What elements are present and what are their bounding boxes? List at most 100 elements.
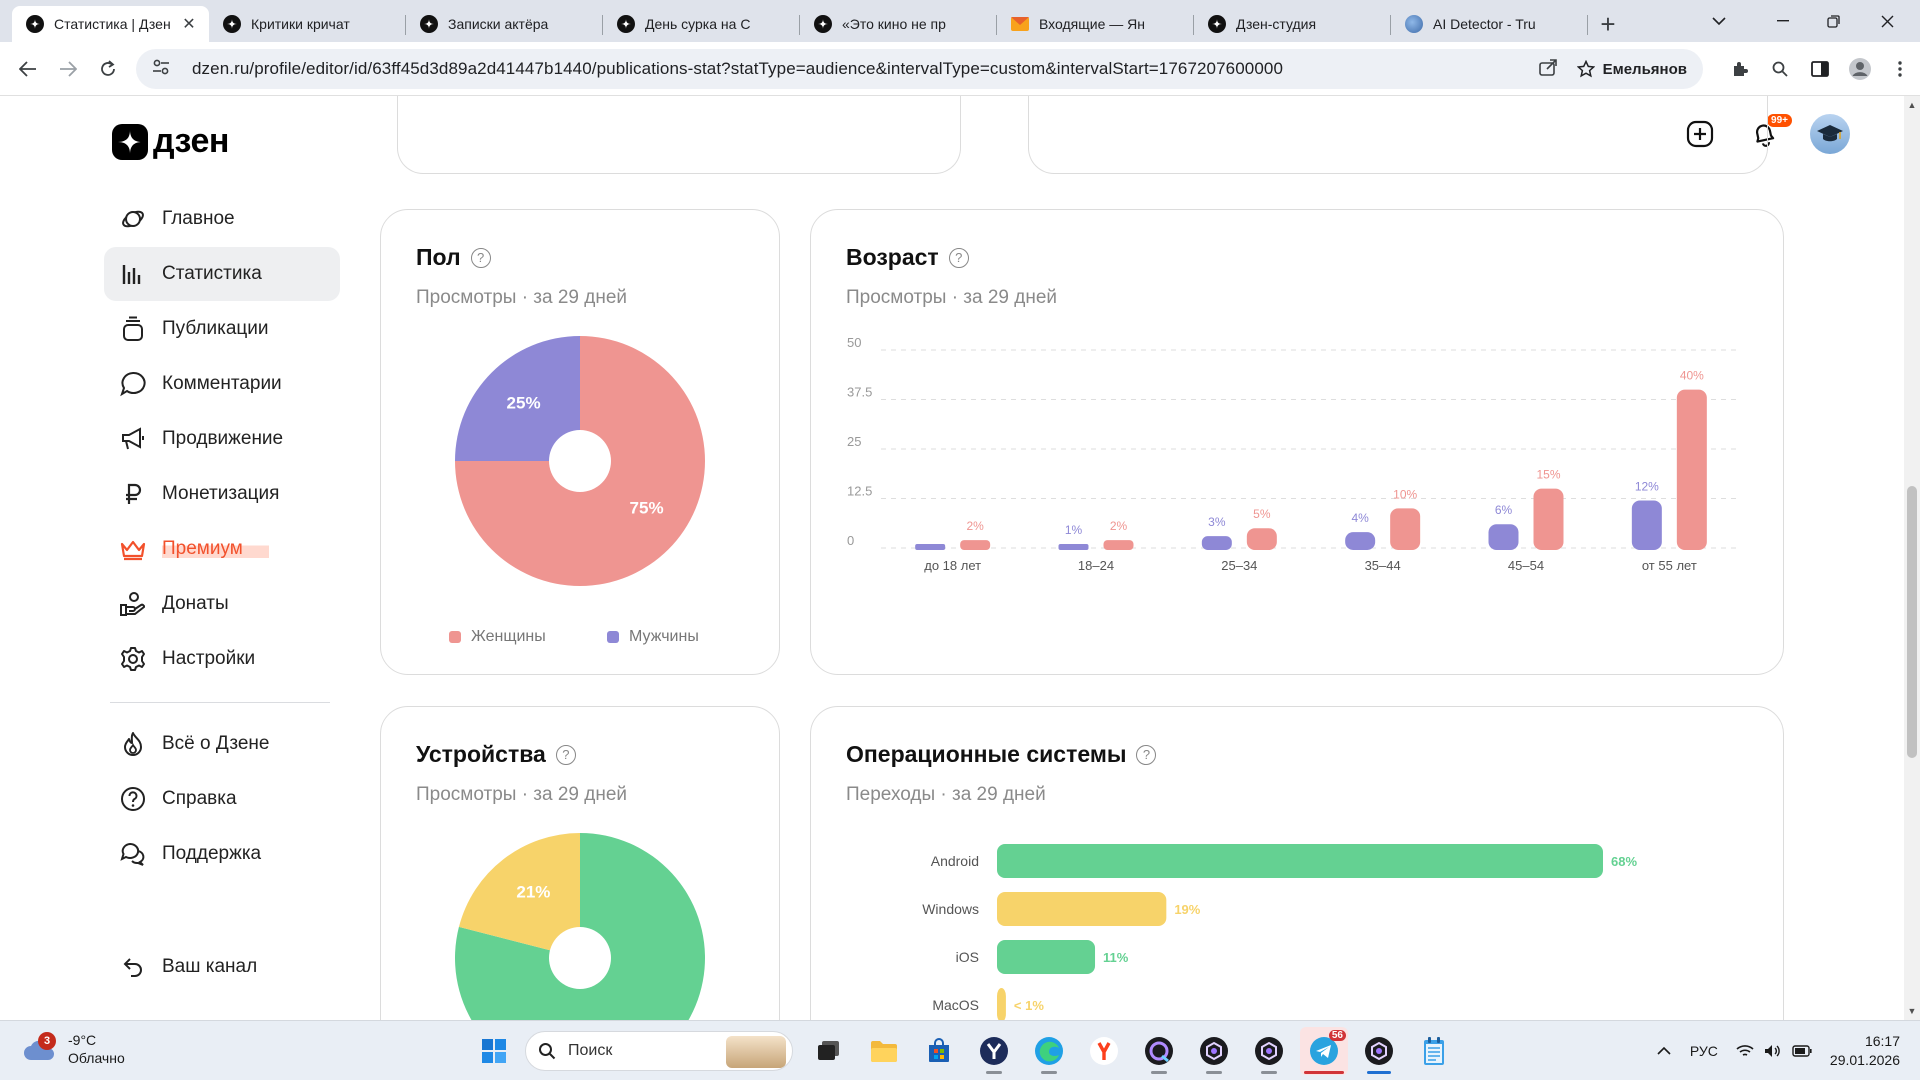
dzen-logo[interactable]: дзен — [112, 122, 229, 161]
back-arrow-icon[interactable] — [8, 49, 48, 89]
language-indicator[interactable]: РУС — [1689, 1043, 1718, 1059]
sidebar-item-help[interactable]: Справка — [104, 772, 340, 826]
reload-icon[interactable] — [88, 49, 128, 89]
start-button[interactable] — [470, 1027, 518, 1075]
taskbar-app-explorer[interactable] — [860, 1027, 908, 1075]
taskbar-app-notepad[interactable] — [1410, 1027, 1458, 1075]
close-window-icon[interactable] — [1864, 0, 1910, 42]
os-bar[interactable] — [997, 940, 1096, 974]
taskbar-app-task-view[interactable] — [805, 1027, 853, 1075]
sidebar-item-ruble[interactable]: Монетизация — [104, 467, 340, 521]
sidebar-item-comment[interactable]: Комментарии — [104, 357, 340, 411]
sidebar-item-flame[interactable]: Всё о Дзене — [104, 717, 340, 771]
age-bar[interactable] — [1390, 508, 1421, 550]
help-icon[interactable]: ? — [555, 744, 576, 765]
browser-tab[interactable]: Критики кричат — [209, 6, 406, 42]
scrollbar-thumb[interactable] — [1907, 486, 1917, 758]
y-tick-label: 25 — [847, 434, 861, 449]
tab-search-icon[interactable] — [1696, 0, 1742, 42]
scroll-down-icon[interactable]: ▼ — [1907, 1006, 1917, 1016]
pie-slice-label: 75% — [630, 499, 664, 518]
share-icon[interactable] — [1538, 58, 1559, 80]
menu-kebab-icon[interactable] — [1880, 49, 1920, 89]
site-settings-icon[interactable] — [152, 59, 174, 79]
help-icon[interactable]: ? — [948, 247, 969, 268]
help-icon[interactable]: ? — [470, 247, 491, 268]
age-bar[interactable] — [1246, 528, 1277, 550]
sidebar-item-label: Поддержка — [162, 843, 262, 864]
notifications-button[interactable]: 99+ — [1746, 114, 1792, 152]
bookmark-profile[interactable]: Емельянов — [1576, 60, 1687, 78]
taskbar-app-yandex-browser[interactable] — [970, 1027, 1018, 1075]
sidebar-item-stack[interactable]: Публикации — [104, 302, 340, 356]
browser-tab[interactable]: День сурка на С — [603, 6, 800, 42]
age-bar[interactable] — [1631, 500, 1662, 550]
sidebar-item-crown[interactable]: Премиум — [104, 522, 340, 576]
sidebar-item-planet[interactable]: Главное — [104, 192, 340, 246]
taskbar-app-chatgpt-1[interactable] — [1190, 1027, 1238, 1075]
minimize-icon[interactable] — [1760, 0, 1806, 42]
sidebar-item-bar-chart[interactable]: Статистика — [104, 247, 340, 301]
side-panel-icon[interactable] — [1800, 49, 1840, 89]
tray-overflow-chevron-icon[interactable] — [1656, 1043, 1672, 1059]
gear-icon — [118, 644, 148, 674]
taskbar-app-chatgpt-3[interactable] — [1355, 1027, 1403, 1075]
sidebar-item-gear[interactable]: Настройки — [104, 632, 340, 686]
age-bar[interactable] — [1058, 544, 1089, 550]
create-publication-button[interactable] — [1682, 116, 1718, 152]
pie-slice[interactable] — [455, 833, 705, 1020]
help-icon[interactable]: ? — [1136, 744, 1157, 765]
age-bar[interactable] — [1201, 536, 1232, 550]
os-bar[interactable] — [997, 844, 1603, 878]
address-bar[interactable]: dzen.ru/profile/editor/id/63ff45d3d89a2d… — [136, 49, 1703, 89]
user-avatar[interactable] — [1810, 114, 1850, 154]
taskbar-app-store[interactable] — [915, 1027, 963, 1075]
forward-arrow-icon[interactable] — [48, 49, 88, 89]
age-bar[interactable] — [1103, 540, 1134, 550]
sidebar-item-megaphone[interactable]: Продвижение — [104, 412, 340, 466]
y-tick-label: 50 — [847, 335, 861, 350]
os-bar-value-label: 11% — [1103, 950, 1129, 965]
windows-taskbar: 3 -9°C Облачно Поиск — [0, 1020, 1920, 1080]
sidebar-item-label: Премиум — [162, 538, 269, 560]
taskbar-app-yandex[interactable] — [1080, 1027, 1128, 1075]
sidebar-item-donate[interactable]: Донаты — [104, 577, 340, 631]
pie-slice[interactable] — [458, 833, 580, 958]
age-bar[interactable] — [1345, 532, 1376, 550]
age-bar[interactable] — [960, 540, 991, 550]
browser-tab[interactable]: Статистика | Дзен ✕ — [12, 6, 209, 42]
extensions-icon[interactable] — [1720, 49, 1760, 89]
os-category-label: MacOS — [932, 997, 979, 1013]
taskbar-app-chatgpt-2[interactable] — [1245, 1027, 1293, 1075]
sidebar-item-label: Публикации — [162, 318, 269, 339]
age-bar[interactable] — [1676, 389, 1707, 550]
age-bar[interactable] — [1488, 524, 1519, 550]
page-scrollbar[interactable]: ▲ ▼ — [1904, 96, 1920, 1020]
age-bar[interactable] — [1533, 488, 1564, 550]
taskbar-app-alice[interactable] — [1135, 1027, 1183, 1075]
age-bar[interactable] — [915, 544, 946, 550]
taskbar-search[interactable]: Поиск — [525, 1031, 793, 1071]
os-bar[interactable] — [997, 988, 1006, 1020]
sidebar-item-your-channel[interactable]: Ваш канал — [104, 940, 340, 994]
browser-tab[interactable]: AI Detector - Tru — [1391, 6, 1588, 42]
browser-tab[interactable]: Дзен-студия — [1194, 6, 1391, 42]
close-tab-icon[interactable]: ✕ — [182, 16, 196, 33]
sidebar-item-support[interactable]: Поддержка — [104, 827, 340, 881]
profile-avatar-icon[interactable] — [1840, 49, 1880, 89]
browser-tab[interactable]: Записки актёра — [406, 6, 603, 42]
weather-widget[interactable]: 3 -9°C Облачно — [22, 1031, 125, 1067]
browser-tab[interactable]: Входящие — Ян — [997, 6, 1194, 42]
taskbar-app-edge[interactable] — [1025, 1027, 1073, 1075]
pie-slice[interactable] — [455, 336, 580, 461]
search-icon[interactable] — [1760, 49, 1800, 89]
url-text[interactable]: dzen.ru/profile/editor/id/63ff45d3d89a2d… — [192, 59, 1283, 78]
tray-status-group[interactable] — [1736, 1044, 1812, 1058]
system-clock[interactable]: 16:17 29.01.2026 — [1830, 1032, 1900, 1070]
browser-tab[interactable]: «Это кино не пр — [800, 6, 997, 42]
taskbar-app-telegram[interactable]: 56 — [1300, 1027, 1348, 1075]
scroll-up-icon[interactable]: ▲ — [1907, 100, 1917, 110]
restore-icon[interactable] — [1810, 0, 1856, 42]
os-bar[interactable] — [997, 892, 1167, 926]
new-tab-button[interactable]: + — [1600, 8, 1616, 39]
